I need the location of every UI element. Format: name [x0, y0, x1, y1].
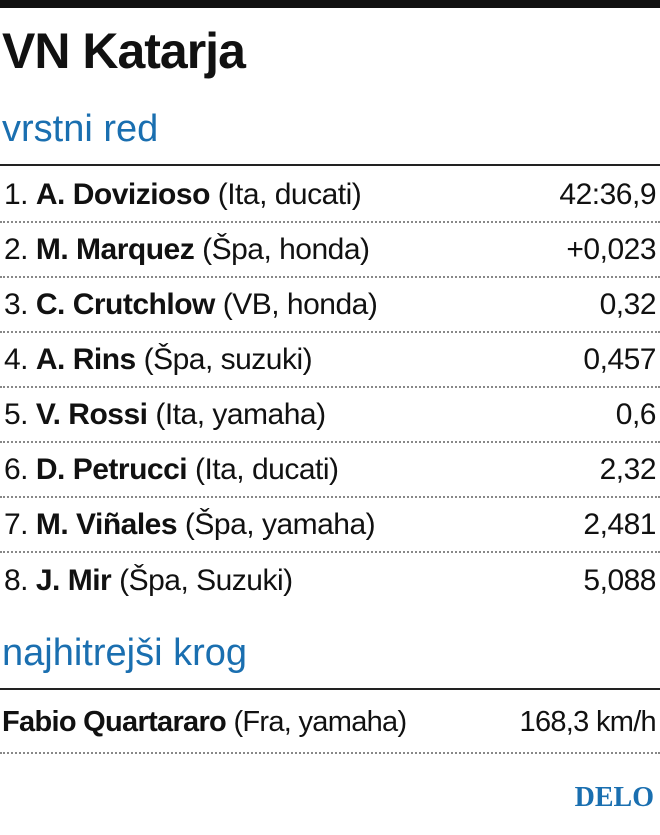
rider-cell: 7. M. Viñales (Špa, yamaha)	[4, 507, 376, 542]
time: 0,6	[615, 397, 657, 431]
position: 8.	[4, 563, 29, 597]
section-heading: najhitrejši krog	[2, 632, 247, 674]
position: 7.	[4, 507, 29, 541]
rider: M. Viñales	[35, 507, 178, 541]
rider: A. Dovizioso	[35, 177, 211, 211]
time: 0,457	[583, 342, 656, 376]
details: (Ita, ducati)	[194, 452, 339, 486]
details: (Špa, Suzuki)	[119, 563, 293, 597]
result-row: 2. M. Marquez (Špa, honda) +0,023	[0, 223, 660, 278]
rider-cell: 3. C. Crutchlow (VB, honda)	[4, 287, 378, 322]
details: (VB, honda)	[222, 287, 378, 321]
position: 6.	[4, 452, 29, 486]
rider-cell: 2. M. Marquez (Špa, honda)	[4, 233, 370, 267]
result-row: 4. A. Rins (Špa, suzuki) 0,457	[0, 333, 660, 388]
result-row: 1. A. Dovizioso (Ita, ducati) 42:36,9	[0, 168, 660, 223]
details: (Špa, yamaha)	[184, 507, 376, 541]
time: 2,32	[599, 452, 657, 486]
rule	[0, 164, 660, 166]
details: (Špa, honda)	[202, 232, 370, 266]
result-row: 8. J. Mir (Špa, Suzuki) 5,088	[0, 553, 660, 608]
time: 5,088	[583, 563, 656, 597]
rider-cell: 6. D. Petrucci (Ita, ducati)	[4, 453, 339, 487]
position: 4.	[4, 342, 29, 376]
title: VN Katarja	[2, 23, 246, 79]
time: 0,32	[599, 287, 657, 321]
time: 2,481	[583, 507, 656, 541]
position: 1.	[4, 177, 29, 211]
rider-cell: 4. A. Rins (Špa, suzuki)	[4, 342, 313, 377]
position: 3.	[4, 287, 29, 321]
rider-cell: Fabio Quartararo (Fra, yamaha)	[2, 705, 407, 739]
section-heading: vrstni red	[2, 108, 159, 150]
rider: M. Marquez	[35, 232, 195, 266]
position: 5.	[4, 397, 29, 431]
results-table: 1. A. Dovizioso (Ita, ducati) 42:36,9 2. M…	[0, 168, 660, 608]
rider: V. Rossi	[35, 397, 148, 431]
rider: C. Crutchlow	[35, 287, 216, 321]
rider: Fabio Quartararo	[2, 705, 227, 738]
rider-cell: 5. V. Rossi (Ita, yamaha)	[4, 398, 326, 432]
rider: A. Rins	[35, 342, 136, 376]
result-row: 3. C. Crutchlow (VB, honda) 0,32	[0, 278, 660, 333]
details: (Fra, yamaha)	[233, 705, 407, 738]
time: 42:36,9	[559, 177, 656, 211]
rider: D. Petrucci	[35, 452, 188, 486]
details: (Špa, suzuki)	[143, 342, 313, 376]
details: (Ita, yamaha)	[155, 397, 326, 431]
details: (Ita, ducati)	[217, 177, 362, 211]
rider-cell: 8. J. Mir (Špa, Suzuki)	[4, 564, 293, 598]
speed: 168,3 km/h	[519, 705, 657, 738]
time: +0,023	[566, 232, 656, 266]
fastest-lap-row: Fabio Quartararo (Fra, yamaha) 168,3 km/…	[0, 692, 660, 754]
result-row: 5. V. Rossi (Ita, yamaha) 0,6	[0, 388, 660, 443]
position: 2.	[4, 232, 29, 266]
result-row: 6. D. Petrucci (Ita, ducati) 2,32	[0, 443, 660, 498]
rider-cell: 1. A. Dovizioso (Ita, ducati)	[4, 177, 362, 212]
rider: J. Mir	[35, 563, 112, 597]
source-logo: DELO	[574, 782, 654, 813]
rule	[0, 688, 660, 690]
result-row: 7. M. Viñales (Špa, yamaha) 2,481	[0, 498, 660, 553]
top-bar	[0, 0, 660, 8]
